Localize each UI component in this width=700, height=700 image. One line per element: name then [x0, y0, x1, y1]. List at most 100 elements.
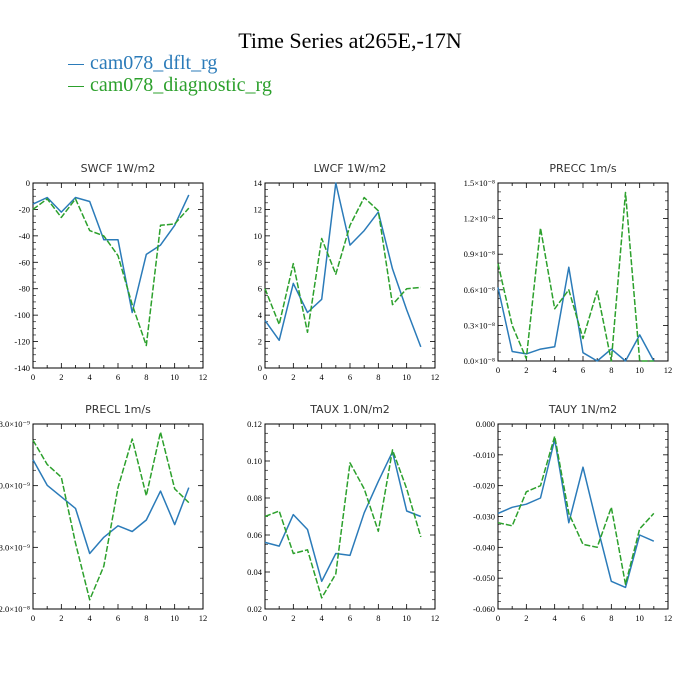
y-tick-label: -80	[19, 284, 30, 294]
y-tick-label: -40	[19, 231, 30, 241]
x-tick-label: 6	[581, 365, 585, 375]
y-tick-label: -60	[19, 257, 30, 267]
x-tick-label: 12	[664, 365, 673, 375]
y-tick-label: 14	[254, 178, 263, 188]
series-line-0	[32, 194, 190, 314]
x-tick-label: 8	[609, 365, 613, 375]
x-tick-label: 2	[59, 372, 63, 382]
y-tick-label: 0.0×10⁻⁹	[0, 481, 30, 491]
x-tick-label: 4	[88, 613, 93, 623]
y-tick-label: -0.020	[473, 481, 495, 491]
x-tick-label: 8	[144, 372, 148, 382]
y-tick-label: -0.010	[473, 450, 495, 460]
x-tick-label: 6	[116, 372, 120, 382]
y-tick-label: -140	[14, 363, 30, 373]
x-tick-label: 0	[31, 613, 35, 623]
legend-label-diagnostic: cam078_diagnostic_rg	[90, 74, 272, 96]
x-tick-label: 12	[199, 613, 208, 623]
legend-entry-dflt: cam078_dflt_rg	[68, 52, 217, 75]
plot-frame	[497, 182, 669, 362]
y-tick-label: 4	[258, 310, 263, 320]
x-tick-label: 2	[59, 613, 63, 623]
x-tick-label: 2	[291, 372, 295, 382]
x-tick-label: 10	[170, 613, 179, 623]
series-line-1	[32, 431, 190, 601]
x-tick-label: 10	[402, 372, 411, 382]
y-tick-label: 0.0×10⁻⁸	[464, 356, 495, 366]
chart-title: SWCF 1W/m2	[81, 162, 156, 175]
y-tick-label: 0	[258, 363, 262, 373]
x-tick-label: 8	[609, 613, 613, 623]
series-line-0	[264, 182, 422, 348]
x-tick-label: 0	[31, 372, 35, 382]
chart-panel-5: TAUY 1N/m2 0 2 4 6 8 10 12 0.000 -0.010 -0.020 -0.0…	[473, 403, 672, 623]
x-tick-label: 12	[199, 372, 208, 382]
y-tick-label: 1.2×10⁻⁸	[464, 214, 495, 224]
x-tick-label: 10	[402, 613, 411, 623]
y-tick-label: 0.08	[247, 493, 262, 503]
plot-frame	[497, 423, 669, 610]
y-tick-label: 10	[254, 231, 263, 241]
x-tick-label: 12	[431, 372, 440, 382]
y-tick-label: 8.0×10⁻⁹	[0, 419, 30, 429]
x-tick-label: 6	[116, 613, 120, 623]
y-tick-label: -2.0×10⁻⁸	[0, 604, 30, 614]
y-tick-label: -0.050	[473, 573, 495, 583]
figure-title: Time Series at265E,-17N	[238, 28, 462, 53]
y-tick-label: 2	[258, 337, 262, 347]
x-tick-label: 0	[496, 365, 500, 375]
x-tick-label: 4	[553, 365, 558, 375]
series-line-1	[497, 191, 654, 362]
y-tick-label: -20	[19, 204, 30, 214]
y-tick-label: -100	[14, 310, 30, 320]
legend-label-dflt: cam078_dflt_rg	[90, 52, 218, 74]
x-tick-label: 10	[635, 365, 644, 375]
y-tick-label: 1.5×10⁻⁸	[464, 178, 495, 188]
chart-title: PRECC 1m/s	[549, 162, 617, 175]
chart-panel-3: PRECL 1m/s 0 2 4 6 8 10 12 8.0×10⁻⁹ 0.0×10⁻⁹ -8.0×…	[0, 403, 207, 623]
y-tick-label: -0.040	[473, 542, 495, 552]
series-line-1	[497, 435, 655, 586]
y-tick-label: -0.060	[473, 604, 495, 614]
y-tick-label: 0.000	[476, 419, 495, 429]
chart-title: LWCF 1W/m2	[314, 162, 387, 175]
x-tick-label: 2	[524, 613, 528, 623]
x-tick-label: 12	[664, 613, 673, 623]
y-tick-label: 0.02	[247, 604, 262, 614]
y-tick-label: 8	[258, 257, 262, 267]
legend-entry-diagnostic: cam078_diagnostic_rg	[68, 74, 272, 97]
x-tick-label: 8	[144, 613, 148, 623]
y-tick-label: 0.3×10⁻⁸	[464, 320, 495, 330]
x-tick-label: 6	[348, 372, 352, 382]
series-line-1	[264, 449, 422, 599]
x-tick-label: 8	[376, 613, 380, 623]
x-tick-label: 10	[170, 372, 179, 382]
y-tick-label: 6	[258, 284, 262, 294]
x-tick-label: 4	[320, 613, 325, 623]
x-tick-label: 4	[88, 372, 93, 382]
series-line-1	[32, 198, 190, 347]
chart-panel-4: TAUX 1.0N/m2 0 2 4 6 8 10 12 0.02 0.04 0.06 0.08 0.1…	[247, 403, 439, 623]
chart-title: TAUY 1N/m2	[548, 403, 617, 416]
series-line-1	[264, 196, 421, 334]
legend-swatch-diagnostic	[68, 85, 84, 88]
y-tick-label: 0.12	[247, 419, 262, 429]
x-tick-label: 4	[320, 372, 325, 382]
series-line-0	[264, 451, 422, 583]
y-tick-label: 0.04	[247, 567, 263, 577]
series-line-0	[32, 459, 190, 555]
x-tick-label: 2	[291, 613, 295, 623]
x-tick-label: 10	[635, 613, 644, 623]
legend-swatch-dflt	[68, 63, 84, 66]
x-tick-label: 0	[263, 372, 267, 382]
chart-panel-0: SWCF 1W/m2 0 2 4 6 8 10 12 0 -20 -40 -60 -80 -100 -120…	[14, 162, 207, 382]
y-tick-label: 0.10	[247, 456, 262, 466]
y-tick-label: -8.0×10⁻⁹	[0, 542, 30, 552]
y-tick-label: 0.6×10⁻⁸	[464, 285, 495, 295]
plot-frame	[32, 182, 204, 369]
x-tick-label: 8	[376, 372, 380, 382]
x-tick-label: 6	[348, 613, 352, 623]
x-tick-label: 0	[263, 613, 267, 623]
